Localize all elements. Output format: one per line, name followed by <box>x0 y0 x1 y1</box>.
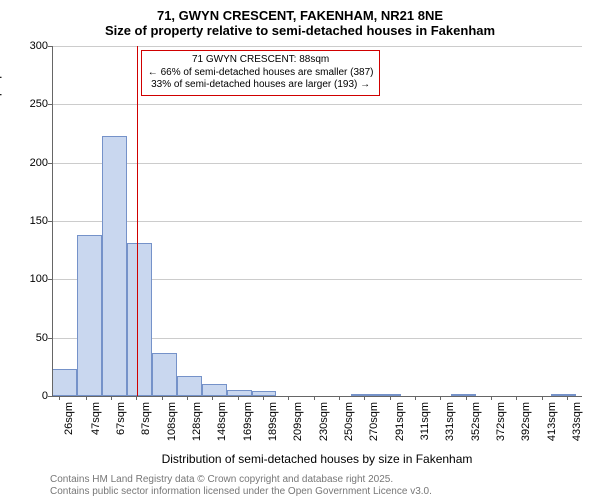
xtick-label: 311sqm <box>419 402 431 440</box>
xtick-label: 47sqm <box>90 402 102 435</box>
gridline <box>52 221 582 222</box>
histogram-bar <box>177 376 202 396</box>
chart-subtitle: Size of property relative to semi-detach… <box>0 23 600 42</box>
xtick-mark <box>390 396 391 400</box>
ytick-label: 50 <box>8 332 48 344</box>
xtick-label: 26sqm <box>63 402 75 435</box>
ytick-label: 200 <box>8 157 48 169</box>
xtick-mark <box>212 396 213 400</box>
xtick-label: 331sqm <box>444 402 456 441</box>
xtick-label: 372sqm <box>495 402 507 441</box>
annotation-box: 71 GWYN CRESCENT: 88sqm← 66% of semi-det… <box>141 50 381 96</box>
gridline <box>52 46 582 47</box>
xtick-mark <box>59 396 60 400</box>
xtick-label: 352sqm <box>470 402 482 441</box>
xtick-mark <box>491 396 492 400</box>
ytick-label: 150 <box>8 215 48 227</box>
histogram-bar <box>152 353 177 396</box>
xtick-label: 413sqm <box>546 402 558 441</box>
plot-area: 26sqm47sqm67sqm87sqm108sqm128sqm148sqm16… <box>52 46 582 396</box>
chart-container: 71, GWYN CRESCENT, FAKENHAM, NR21 8NE Si… <box>0 0 600 500</box>
xtick-label: 270sqm <box>368 402 380 441</box>
xtick-mark <box>86 396 87 400</box>
histogram-bar <box>127 243 152 396</box>
xtick-label: 87sqm <box>140 402 152 435</box>
xtick-mark <box>364 396 365 400</box>
footer-attribution: Contains HM Land Registry data © Crown c… <box>50 474 432 498</box>
histogram-bar <box>202 384 227 396</box>
xtick-label: 67sqm <box>115 402 127 435</box>
xtick-mark <box>162 396 163 400</box>
xtick-label: 392sqm <box>520 402 532 441</box>
xtick-label: 230sqm <box>318 402 330 441</box>
footer-line-2: Contains public sector information licen… <box>50 486 432 498</box>
xtick-mark <box>111 396 112 400</box>
xtick-label: 250sqm <box>343 402 355 441</box>
ytick-label: 250 <box>8 98 48 110</box>
histogram-bar <box>77 235 102 396</box>
xtick-mark <box>567 396 568 400</box>
xtick-mark <box>263 396 264 400</box>
xtick-mark <box>466 396 467 400</box>
ytick-label: 300 <box>8 40 48 52</box>
xtick-mark <box>187 396 188 400</box>
xtick-mark <box>542 396 543 400</box>
annotation-line: ← 66% of semi-detached houses are smalle… <box>148 67 374 80</box>
footer-line-1: Contains HM Land Registry data © Crown c… <box>50 474 432 486</box>
xtick-label: 433sqm <box>571 402 583 441</box>
ytick-label: 100 <box>8 273 48 285</box>
chart-title: 71, GWYN CRESCENT, FAKENHAM, NR21 8NE <box>0 0 600 23</box>
xtick-label: 128sqm <box>191 402 203 441</box>
xtick-mark <box>238 396 239 400</box>
ytick-label: 0 <box>8 390 48 402</box>
x-axis-line <box>52 396 582 397</box>
gridline <box>52 104 582 105</box>
xtick-mark <box>440 396 441 400</box>
histogram-bar <box>102 136 127 396</box>
highlight-line <box>137 46 138 396</box>
xtick-label: 189sqm <box>267 402 279 441</box>
annotation-line: 71 GWYN CRESCENT: 88sqm <box>148 54 374 67</box>
x-axis-label: Distribution of semi-detached houses by … <box>52 452 582 466</box>
xtick-label: 209sqm <box>292 402 304 441</box>
annotation-line: 33% of semi-detached houses are larger (… <box>148 79 374 92</box>
xtick-mark <box>516 396 517 400</box>
xtick-label: 169sqm <box>242 402 254 441</box>
xtick-label: 108sqm <box>166 402 178 441</box>
gridline <box>52 163 582 164</box>
xtick-mark <box>339 396 340 400</box>
histogram-bar <box>52 369 77 396</box>
xtick-mark <box>136 396 137 400</box>
xtick-mark <box>415 396 416 400</box>
xtick-label: 291sqm <box>394 402 406 441</box>
y-axis-line <box>52 46 53 396</box>
xtick-mark <box>314 396 315 400</box>
y-axis-label: Number of semi-detached properties <box>0 43 2 238</box>
xtick-mark <box>288 396 289 400</box>
xtick-label: 148sqm <box>216 402 228 441</box>
